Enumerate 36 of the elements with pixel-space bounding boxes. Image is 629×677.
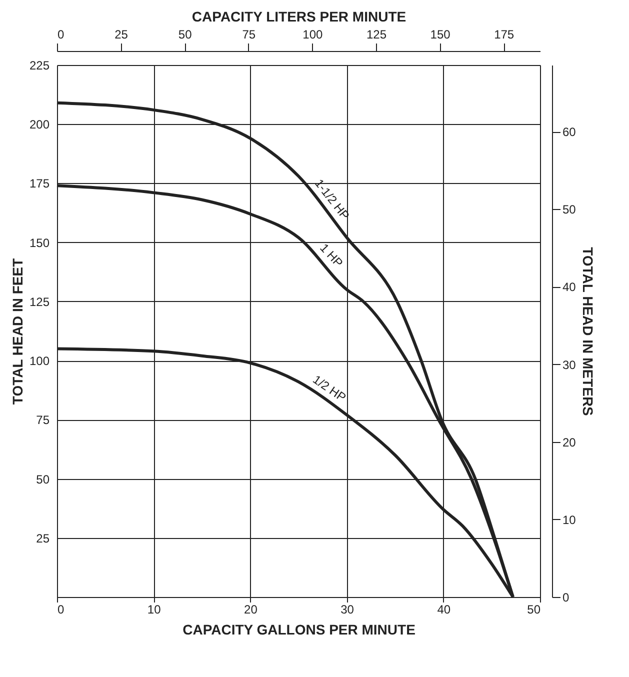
- y2-tick-label: 30: [562, 358, 576, 372]
- y2-tick-label: 20: [562, 435, 576, 450]
- y-tick-label: 200: [29, 118, 50, 132]
- x-tick-label: 40: [437, 602, 451, 616]
- x2-axis-title: CAPACITY LITERS PER MINUTE: [192, 8, 406, 24]
- text: 1 HP: [317, 240, 346, 270]
- y-axis-title: TOTAL HEAD IN FEET: [9, 258, 26, 405]
- x-tick-label: 10: [147, 602, 162, 616]
- y2-tick-label: 0: [562, 590, 570, 604]
- y-tick-label: 50: [36, 472, 50, 486]
- y-tick-label: 225: [29, 58, 50, 72]
- y2-tick-label: 10: [562, 512, 576, 527]
- y2-tick-label: 40: [562, 280, 576, 294]
- y-tick-label: 175: [29, 176, 50, 191]
- y-tick-label: 150: [29, 236, 50, 250]
- x2-tick-label: 25: [114, 28, 128, 42]
- x-tick-label: 30: [340, 602, 354, 616]
- y-tick-label: 75: [36, 413, 50, 428]
- x-tick-label: 20: [244, 602, 258, 616]
- y2-tick-label: 50: [562, 202, 576, 217]
- y2-tick-label: 60: [562, 125, 576, 140]
- x-tick-label: 50: [527, 602, 541, 616]
- x2-tick-label: 50: [178, 28, 192, 42]
- x2-tick-label: 0: [58, 28, 64, 42]
- x-axis-title: CAPACITY GALLONS PER MINUTE: [182, 622, 416, 638]
- text: 1/2 HP: [310, 372, 349, 405]
- x2-tick-label: 75: [242, 28, 256, 42]
- x2-tick-label: 150: [430, 28, 451, 42]
- y-tick-label: 125: [29, 294, 50, 309]
- x2-tick-label: 100: [302, 28, 324, 42]
- y2-axis-title: TOTAL HEAD IN METERS: [580, 247, 596, 416]
- y-tick-label: 25: [36, 531, 50, 546]
- x-tick-label: 0: [58, 602, 64, 616]
- y-tick-label: 100: [29, 354, 50, 368]
- x2-tick-label: 125: [366, 28, 387, 42]
- x2-tick-label: 175: [494, 28, 514, 42]
